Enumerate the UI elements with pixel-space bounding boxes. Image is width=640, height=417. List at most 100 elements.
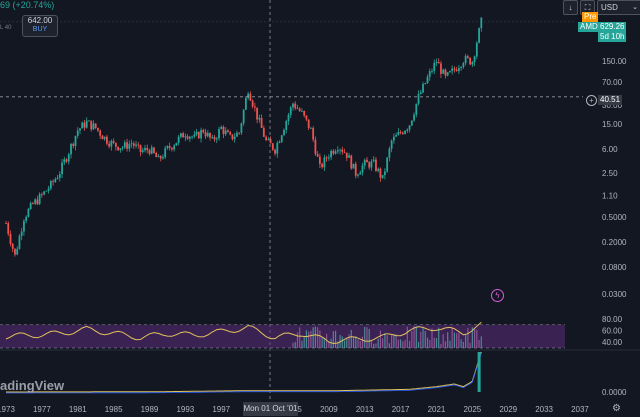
download-button[interactable]: ↓	[563, 0, 578, 15]
price-candle	[471, 61, 474, 65]
price-candle	[231, 134, 234, 140]
price-candle	[256, 107, 259, 120]
price-candle	[422, 83, 424, 93]
price-candle	[177, 136, 180, 143]
price-candle	[386, 157, 389, 172]
crosshair-price-badge: 40.51	[598, 95, 623, 105]
rsi-hist-bar	[303, 336, 305, 348]
price-candle	[144, 147, 146, 151]
price-axis-tick: 2.50	[602, 169, 618, 178]
price-candle	[301, 110, 303, 112]
rsi-hist-bar	[321, 337, 323, 348]
rsi-hist-bar	[317, 327, 319, 348]
price-candle	[314, 139, 317, 155]
rsi-hist-bar	[355, 336, 357, 348]
price-candle	[354, 163, 357, 176]
price-candle	[79, 128, 81, 131]
rsi-hist-bar	[431, 328, 433, 348]
ohlc-low-label: L 40	[0, 25, 12, 31]
price-candle	[40, 194, 43, 195]
price-candle	[193, 134, 196, 137]
price-candle	[451, 68, 454, 72]
rsi-hist-bar	[451, 327, 453, 348]
price-candle	[390, 140, 393, 149]
price-candle	[375, 159, 377, 171]
price-candle	[227, 130, 229, 133]
price-candle	[72, 143, 75, 146]
price-candle	[388, 148, 391, 158]
price-candle	[408, 125, 411, 130]
price-candle	[417, 94, 420, 104]
price-candle	[321, 163, 324, 168]
rsi-hist-bar	[406, 326, 408, 348]
gear-icon[interactable]: ⚙	[612, 403, 621, 414]
price-candle	[469, 57, 472, 65]
countdown-badge: 5d 10h	[598, 32, 627, 42]
price-axis-tick: 0.0800	[602, 263, 627, 272]
price-candle	[90, 120, 93, 130]
price-candle	[76, 130, 79, 136]
price-candle	[186, 136, 189, 139]
price-candle	[220, 126, 223, 129]
rsi-hist-bar	[386, 335, 388, 348]
price-candle	[242, 109, 245, 124]
price-candle	[437, 62, 440, 64]
price-candle	[11, 243, 14, 249]
price-candle	[191, 136, 193, 138]
price-candle	[406, 129, 409, 131]
price-candle	[166, 146, 169, 149]
rsi-hist-bar	[438, 327, 440, 348]
rsi-hist-bar	[458, 333, 460, 348]
price-candle	[135, 144, 137, 146]
price-candle	[327, 157, 330, 159]
price-candle	[325, 157, 328, 159]
price-candle	[419, 92, 422, 95]
price-candle	[466, 56, 469, 58]
price-candle	[58, 174, 61, 178]
tradingview-watermark: adingView	[0, 378, 65, 393]
price-candle	[480, 17, 483, 29]
price-axis-tick: 70.00	[602, 78, 623, 87]
rsi-hist-bar	[397, 339, 399, 348]
rsi-hist-bar	[435, 338, 438, 348]
rsi-hist-bar	[478, 339, 480, 348]
time-axis-tick: 2037	[571, 405, 589, 414]
price-candle	[361, 165, 364, 173]
price-candle	[343, 152, 346, 153]
price-candle	[271, 143, 274, 150]
currency-select[interactable]: USD ⌄	[597, 0, 640, 15]
price-candle	[316, 154, 319, 157]
add-alert-icon[interactable]: +	[586, 95, 597, 106]
rsi-hist-bar	[444, 341, 447, 348]
price-candle	[352, 163, 355, 169]
rsi-hist-bar	[465, 335, 467, 348]
symbol-badge: AMD	[578, 22, 600, 32]
rsi-hist-bar	[328, 341, 330, 348]
rsi-band	[0, 324, 565, 348]
rsi-hist-bar	[323, 337, 325, 348]
rsi-hist-bar	[330, 338, 332, 348]
oscillator-last-bar	[477, 352, 481, 392]
price-candle	[473, 56, 476, 62]
rsi-hist-bar	[366, 327, 368, 348]
rsi-hist-bar	[395, 334, 397, 348]
price-candle	[121, 147, 124, 149]
buy-button[interactable]: 642.00 BUY	[22, 15, 58, 37]
price-candle	[339, 149, 341, 151]
price-candle	[179, 133, 182, 137]
price-candle	[462, 63, 465, 68]
time-axis-tick: 2021	[428, 405, 446, 414]
price-candle	[74, 135, 77, 146]
price-candle	[332, 150, 335, 154]
price-candle	[267, 139, 270, 140]
price-candles	[5, 17, 483, 257]
rsi-hist-bar	[469, 342, 471, 348]
price-candle	[43, 191, 46, 195]
rsi-hist-bar	[453, 332, 456, 348]
price-candle	[345, 152, 348, 158]
price-candle	[350, 155, 353, 169]
lightning-icon[interactable]: ϟ	[491, 289, 504, 302]
price-axis-tick: 0.0300	[602, 290, 627, 299]
price-candle	[213, 137, 216, 140]
